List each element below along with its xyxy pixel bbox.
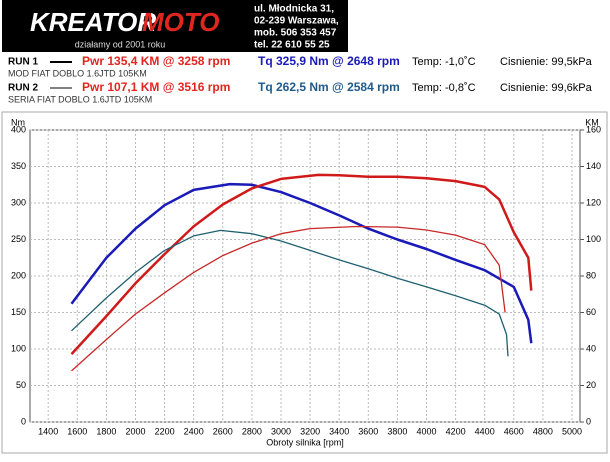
run-power: Pwr 135,4 KM @ 3258 rpm: [82, 54, 230, 68]
y2-tick-label: 40: [586, 343, 596, 353]
y-axis-title: Nm: [11, 117, 25, 127]
y-tick-label: 0: [21, 416, 26, 426]
logo: MOTO: [142, 7, 220, 37]
x-tick-label: 4000: [416, 426, 436, 436]
series-line: [70, 182, 533, 344]
x-tick-label: 4200: [446, 426, 466, 436]
x-tick-label: 4600: [504, 426, 524, 436]
y-tick-label: 200: [11, 270, 26, 280]
x-tick-label: 1600: [67, 426, 87, 436]
x-axis-title: Obroty silnika [rpm]: [266, 437, 344, 447]
run-label: RUN 1: [8, 57, 38, 68]
y-tick-label: 300: [11, 197, 26, 207]
series-line: [71, 225, 506, 372]
y2-tick-label: 0: [586, 416, 591, 426]
y-tick-label: 350: [11, 161, 26, 171]
tagline: działamy od 2001 roku: [75, 39, 166, 49]
x-tick-label: 4400: [475, 426, 495, 436]
y2-tick-label: 160: [586, 124, 601, 134]
run-description: MOD FIAT DOBLO 1.6JTD 105KM: [8, 68, 147, 78]
run-label: RUN 2: [8, 83, 38, 94]
y-tick-label: 50: [16, 380, 26, 390]
chart-frame: [1, 111, 608, 454]
run-torque: Tq 325,9 Nm @ 2648 rpm: [258, 54, 400, 68]
x-tick-label: 2000: [125, 426, 145, 436]
run-pressure: Cisnienie: 99,6kPa: [500, 82, 593, 94]
address-line: 02-239 Warszawa,: [254, 16, 339, 27]
run-pressure: Cisnienie: 99,5kPa: [500, 56, 593, 68]
x-tick-label: 3000: [271, 426, 291, 436]
address-line: tel. 22 610 55 25: [254, 40, 330, 51]
y2-tick-label: 60: [586, 307, 596, 317]
y2-axis-title: KM: [585, 117, 599, 127]
x-tick-label: 3800: [387, 426, 407, 436]
x-tick-label: 2400: [184, 426, 204, 436]
run-power: Pwr 107,1 KM @ 3516 rpm: [82, 80, 230, 94]
x-tick-label: 3600: [358, 426, 378, 436]
x-tick-label: 2600: [213, 426, 233, 436]
x-tick-label: 1400: [38, 426, 58, 436]
logo: KREATOR: [30, 7, 156, 37]
series-line: [70, 173, 533, 355]
y2-tick-label: 140: [586, 161, 601, 171]
address-line: mob. 506 353 457: [254, 28, 337, 39]
x-tick-label: 4800: [533, 426, 553, 436]
run-temp: Temp: -0,8˚C: [412, 82, 476, 94]
x-tick-label: 3200: [300, 426, 320, 436]
address-line: ul. Młodnicka 31,: [254, 4, 334, 15]
plot-area: [29, 129, 581, 423]
x-tick-label: 1800: [96, 426, 116, 436]
header-panel: [2, 0, 348, 52]
x-tick-label: 2800: [242, 426, 262, 436]
y2-tick-label: 120: [586, 197, 601, 207]
y2-tick-label: 80: [586, 270, 596, 280]
run-torque: Tq 262,5 Nm @ 2584 rpm: [258, 80, 400, 94]
x-tick-label: 2200: [155, 426, 175, 436]
x-tick-label: 5000: [562, 426, 582, 436]
series-line: [71, 229, 509, 357]
y-tick-label: 100: [11, 343, 26, 353]
run-description: SERIA FIAT DOBLO 1.6JTD 105KM: [8, 94, 152, 104]
y-tick-label: 150: [11, 307, 26, 317]
y-tick-label: 250: [11, 234, 26, 244]
y2-tick-label: 20: [586, 380, 596, 390]
x-tick-label: 3400: [329, 426, 349, 436]
run-temp: Temp: -1,0˚C: [412, 56, 476, 68]
y2-tick-label: 100: [586, 234, 601, 244]
y-tick-label: 400: [11, 124, 26, 134]
